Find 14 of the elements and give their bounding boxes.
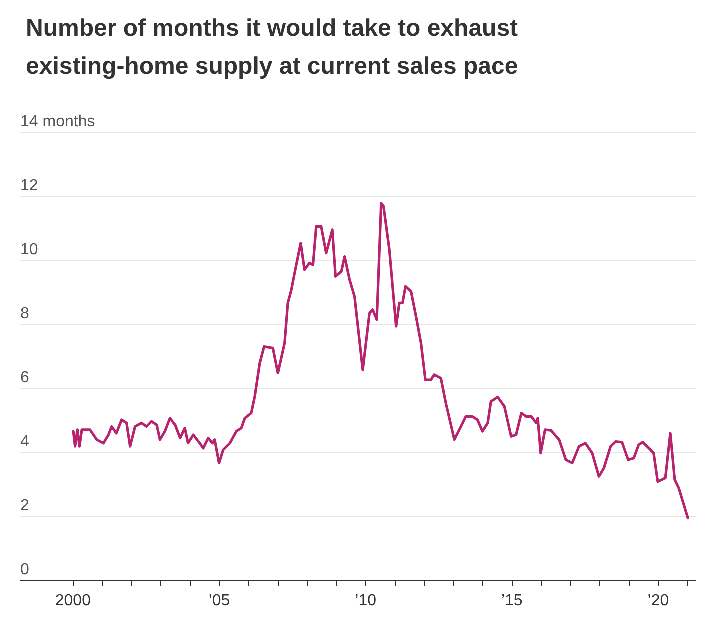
- x-tick-label: ’05: [208, 592, 230, 610]
- x-tick-label: ’15: [501, 592, 523, 610]
- y-tick-label: 12: [20, 178, 38, 194]
- x-tick-label: ’10: [355, 592, 377, 610]
- y-tick-label: 14 months: [20, 114, 96, 130]
- y-tick-label: 8: [20, 306, 30, 322]
- x-tick-label: ’20: [648, 592, 670, 610]
- y-tick-label: 0: [20, 562, 30, 578]
- x-tick-label: 2000: [55, 592, 92, 610]
- y-tick-label: 2: [20, 498, 30, 514]
- y-tick-label: 10: [20, 242, 38, 258]
- y-tick-label: 6: [20, 370, 30, 386]
- y-tick-label: 4: [20, 434, 30, 450]
- chart-title: Number of months it would take to exhaust existing-home supply at current sales pace: [25, 14, 520, 82]
